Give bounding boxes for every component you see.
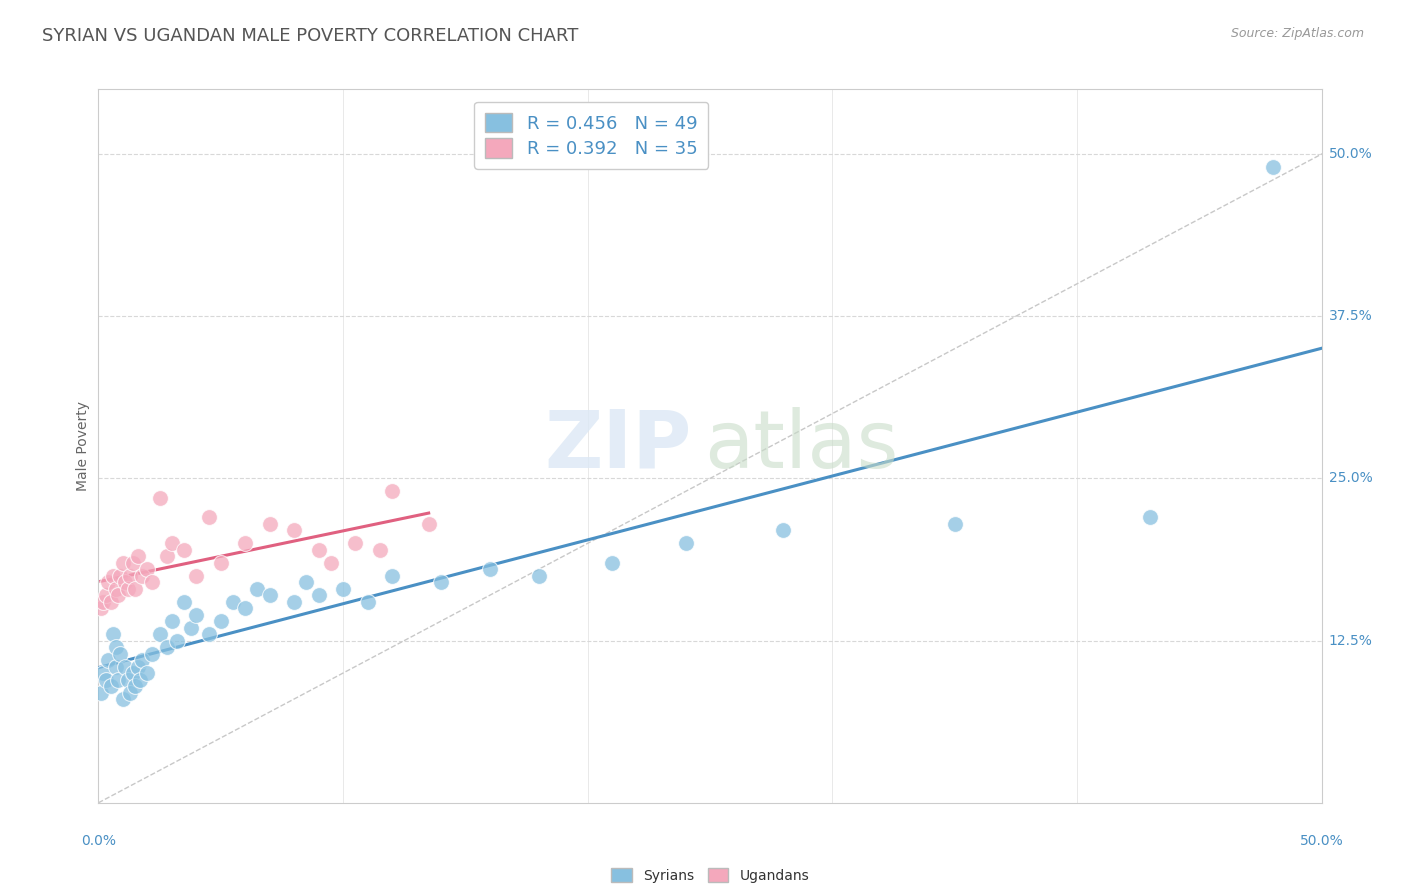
Point [233, 601, 256, 615]
Point [233, 536, 256, 550]
Text: 0.0%: 0.0% [82, 834, 115, 848]
Point [124, 582, 146, 596]
Point [91, 666, 114, 681]
Point [136, 666, 159, 681]
Point [117, 582, 139, 596]
Point [111, 692, 134, 706]
Point [527, 568, 550, 582]
Point [160, 536, 183, 550]
Point [197, 510, 219, 524]
Legend: Syrians, Ugandans: Syrians, Ugandans [605, 863, 815, 888]
Point [259, 588, 281, 602]
Point [149, 491, 172, 505]
Point [344, 536, 367, 550]
Point [772, 524, 794, 538]
Point [186, 568, 208, 582]
Text: 37.5%: 37.5% [1329, 310, 1372, 323]
Point [283, 524, 305, 538]
Point [166, 633, 188, 648]
Point [222, 595, 245, 609]
Point [308, 588, 330, 602]
Point [478, 562, 501, 576]
Point [283, 595, 305, 609]
Point [124, 679, 146, 693]
Point [100, 679, 122, 693]
Point [259, 516, 281, 531]
Point [114, 575, 136, 590]
Point [100, 595, 122, 609]
Point [675, 536, 697, 550]
Text: 25.0%: 25.0% [1329, 472, 1372, 485]
Point [156, 549, 179, 564]
Point [110, 568, 132, 582]
Point [129, 673, 152, 687]
Point [156, 640, 179, 654]
Point [160, 614, 183, 628]
Text: ZIP: ZIP [544, 407, 692, 485]
Point [131, 568, 153, 582]
Point [381, 484, 404, 499]
Text: atlas: atlas [704, 407, 898, 485]
Point [209, 614, 232, 628]
Point [94, 673, 117, 687]
Point [127, 549, 149, 564]
Point [308, 542, 330, 557]
Point [91, 595, 114, 609]
Point [197, 627, 219, 641]
Point [110, 647, 132, 661]
Point [295, 575, 318, 590]
Point [141, 647, 163, 661]
Point [111, 556, 134, 570]
Point [94, 588, 117, 602]
Point [430, 575, 453, 590]
Point [107, 673, 129, 687]
Y-axis label: Male Poverty: Male Poverty [76, 401, 90, 491]
Point [104, 582, 127, 596]
Point [600, 556, 623, 570]
Point [173, 542, 195, 557]
Point [101, 568, 124, 582]
Point [90, 601, 112, 615]
Point [368, 542, 391, 557]
Point [97, 575, 120, 590]
Point [1261, 160, 1284, 174]
Point [101, 627, 124, 641]
Text: Source: ZipAtlas.com: Source: ZipAtlas.com [1230, 27, 1364, 40]
Point [117, 673, 139, 687]
Point [136, 562, 159, 576]
Point [356, 595, 378, 609]
Point [104, 640, 127, 654]
Point [141, 575, 163, 590]
Text: 12.5%: 12.5% [1329, 633, 1372, 648]
Point [381, 568, 404, 582]
Point [120, 685, 142, 699]
Point [180, 621, 202, 635]
Text: 50.0%: 50.0% [1329, 147, 1372, 161]
Point [1139, 510, 1161, 524]
Point [173, 595, 195, 609]
Point [943, 516, 966, 531]
Point [114, 659, 136, 673]
Text: 50.0%: 50.0% [1299, 834, 1344, 848]
Point [149, 627, 172, 641]
Point [127, 659, 149, 673]
Point [246, 582, 269, 596]
Point [121, 666, 143, 681]
Point [186, 607, 208, 622]
Point [90, 685, 112, 699]
Point [332, 582, 354, 596]
Point [209, 556, 232, 570]
Point [107, 588, 129, 602]
Point [121, 556, 143, 570]
Point [97, 653, 120, 667]
Point [104, 659, 127, 673]
Point [120, 568, 142, 582]
Point [131, 653, 153, 667]
Point [418, 516, 440, 531]
Point [319, 556, 342, 570]
Text: SYRIAN VS UGANDAN MALE POVERTY CORRELATION CHART: SYRIAN VS UGANDAN MALE POVERTY CORRELATI… [42, 27, 578, 45]
